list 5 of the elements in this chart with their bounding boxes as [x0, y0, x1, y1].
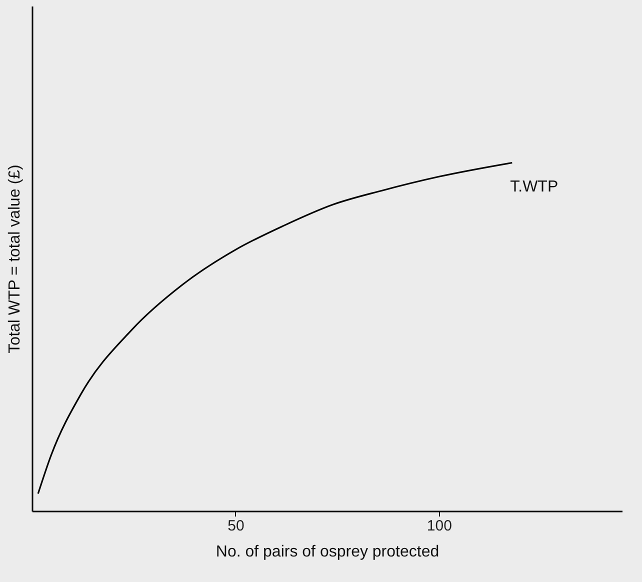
- x-tick-label: 100: [426, 518, 452, 534]
- x-tick-label: 50: [228, 518, 244, 534]
- y-axis-title: Total WTP = total value (£): [6, 164, 24, 354]
- series-label: T.WTP: [510, 178, 558, 196]
- x-axis-title: No. of pairs of osprey protected: [216, 544, 440, 560]
